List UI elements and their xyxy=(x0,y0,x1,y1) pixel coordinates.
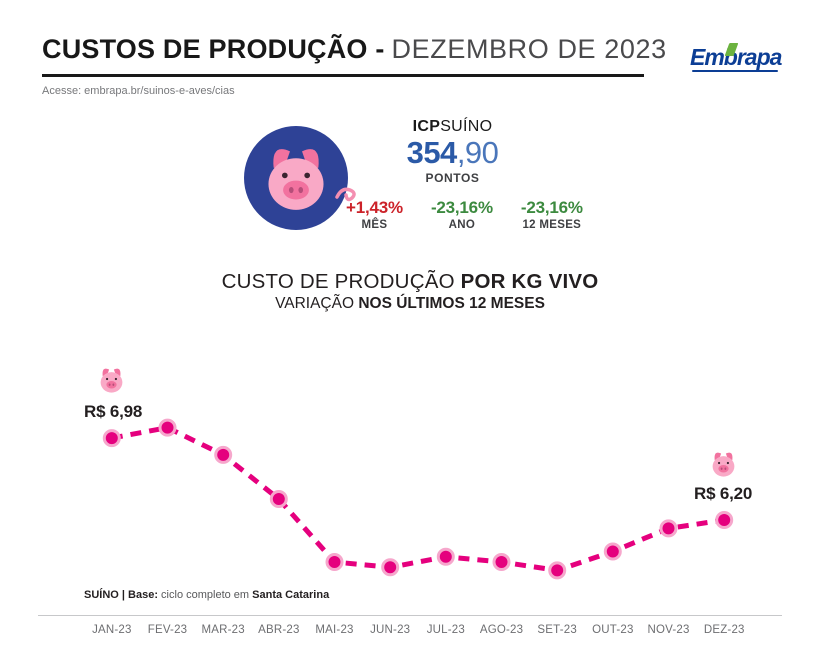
stat-value: -23,16% xyxy=(520,198,583,217)
data-point xyxy=(436,547,455,566)
chart-subtitle-regular: VARIAÇÃO xyxy=(275,295,359,312)
chart-subtitle-bold: NOS ÚLTIMOS 12 MESES xyxy=(358,295,545,312)
stat-label: MÊS xyxy=(361,219,388,231)
x-axis-label: JAN-23 xyxy=(92,624,132,636)
data-point xyxy=(659,519,678,538)
icp-label-bold: ICP xyxy=(412,118,441,135)
icp-stat: -23,16% ANO xyxy=(431,198,493,231)
x-axis-label: JUL-23 xyxy=(426,624,465,636)
x-axis-label: DEZ-23 xyxy=(703,624,745,636)
x-axis-label: SET-23 xyxy=(537,624,577,636)
embrapa-logo-underline xyxy=(692,70,778,72)
chart-subtitle: VARIAÇÃO NOS ÚLTIMOS 12 MESES xyxy=(0,295,820,313)
chart-title-regular: CUSTO DE PRODUÇÃO xyxy=(221,270,461,293)
icp-label: ICPSUÍNO xyxy=(370,118,535,136)
chart-title: CUSTO DE PRODUÇÃO POR KG VIVO xyxy=(0,270,820,294)
page-title-period: DEZEMBRO DE 2023 xyxy=(391,34,667,64)
pig-icon xyxy=(253,135,339,221)
access-url-text: Acesse: embrapa.br/suinos-e-aves/cias xyxy=(42,85,235,97)
data-point xyxy=(381,558,400,577)
base-note-bold: SUÍNO | Base: xyxy=(84,589,158,601)
pig-icon-small-last xyxy=(705,447,742,481)
icp-value-decimal: ,90 xyxy=(456,135,499,170)
page-title: CUSTOS DE PRODUÇÃO - DEZEMBRO DE 2023 xyxy=(42,34,667,65)
last-point-label: R$ 6,20 xyxy=(694,484,753,503)
icp-unit: PONTOS xyxy=(425,171,480,185)
pig-tail-icon xyxy=(335,187,356,202)
cost-line-chart xyxy=(102,418,734,580)
x-axis-label: ABR-23 xyxy=(258,624,300,636)
stat-label: 12 MESES xyxy=(522,219,582,231)
base-note-regular: ciclo completo em xyxy=(158,589,253,601)
icp-stats-row: +1,43% MÊS -23,16% ANO -23,16% 12 MESES xyxy=(346,198,583,231)
icp-stat: +1,43% MÊS xyxy=(346,198,403,231)
first-point-label: R$ 6,98 xyxy=(84,402,143,421)
base-note-location: Santa Catarina xyxy=(252,589,330,601)
icp-value: 354,90 xyxy=(370,135,535,171)
x-axis-label: NOV-23 xyxy=(647,624,690,636)
data-point xyxy=(158,418,177,437)
pig-badge xyxy=(244,126,356,230)
x-axis-label: FEV-23 xyxy=(147,624,188,636)
data-point xyxy=(548,561,567,580)
stat-value: -23,16% xyxy=(430,198,493,217)
x-axis-label: JUN-23 xyxy=(370,624,411,636)
chart-base-note: SUÍNO | Base: ciclo completo em Santa Ca… xyxy=(84,589,329,601)
data-point xyxy=(492,553,511,571)
x-axis: JAN-23 FEV-23 MAR-23 ABR-23 MAI-23 JUN-23 JUL-… xyxy=(84,624,752,636)
axis-divider-line xyxy=(38,615,782,616)
page-title-bold: CUSTOS DE PRODUÇÃO - xyxy=(42,34,385,64)
icp-label-light: SUÍNO xyxy=(440,118,493,135)
data-point xyxy=(715,511,734,529)
data-point xyxy=(214,445,233,464)
data-point xyxy=(102,429,121,448)
embrapa-logo: Embrapa xyxy=(690,43,790,78)
x-axis-label: AGO-23 xyxy=(479,624,524,636)
data-point xyxy=(269,490,288,508)
x-axis-label: OUT-23 xyxy=(592,624,634,636)
title-underline xyxy=(42,74,644,77)
icp-stat: -23,16% 12 MESES xyxy=(521,198,583,231)
pig-icon-small-first xyxy=(93,363,130,397)
chart-title-bold: POR KG VIVO xyxy=(460,270,599,293)
data-point xyxy=(325,553,344,571)
icp-value-integer: 354 xyxy=(406,135,458,170)
x-axis-label: MAR-23 xyxy=(201,624,245,636)
cost-line xyxy=(111,424,725,573)
stat-label: ANO xyxy=(448,219,476,231)
x-axis-label: MAI-23 xyxy=(315,624,354,636)
data-point xyxy=(603,542,622,561)
stat-value: +1,43% xyxy=(346,198,403,217)
